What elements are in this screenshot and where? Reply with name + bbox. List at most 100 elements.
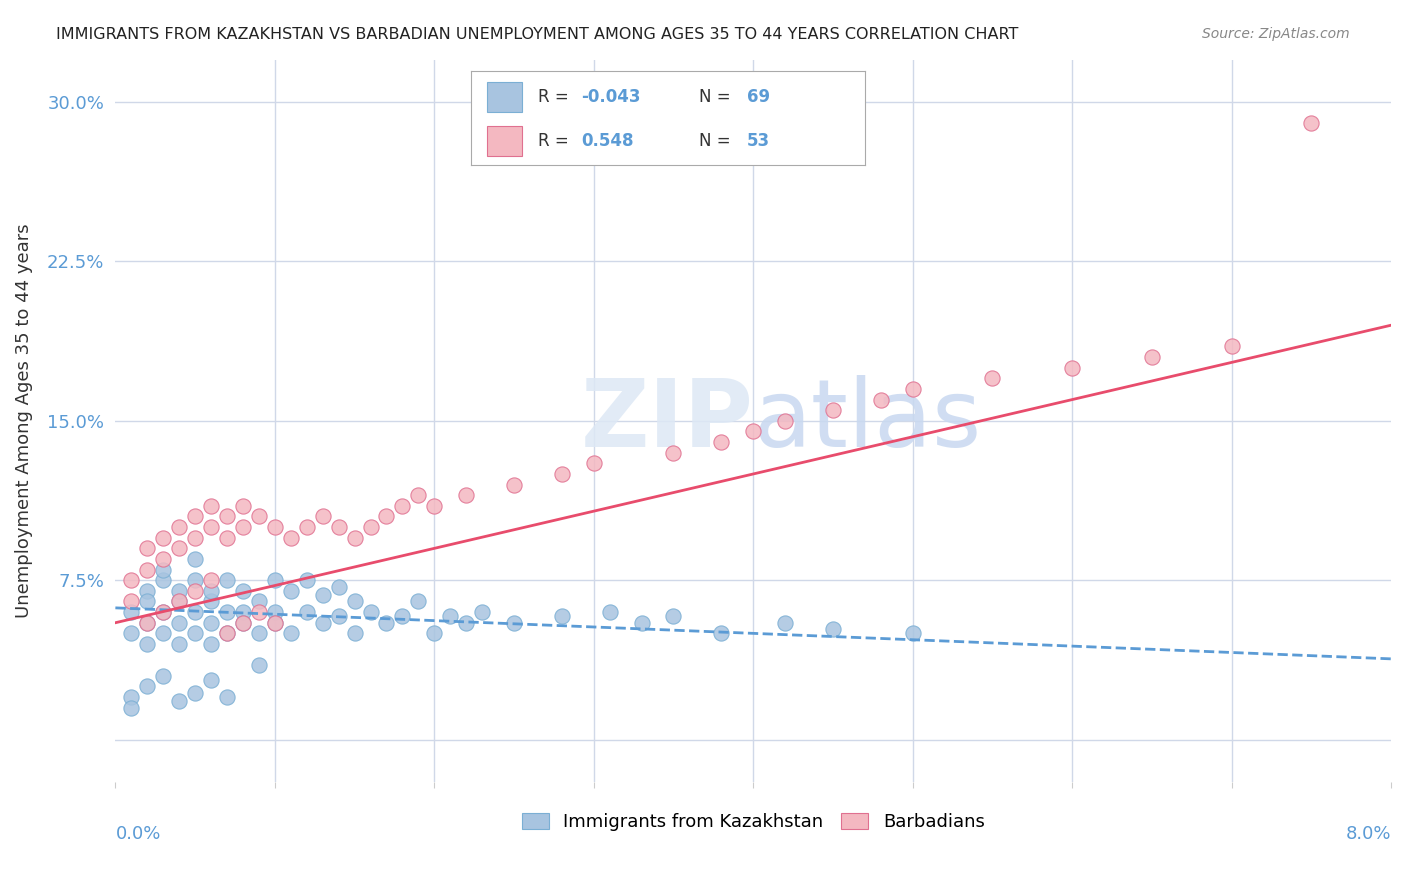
Point bbox=[901, 626, 924, 640]
Point bbox=[200, 499, 222, 513]
Point bbox=[471, 605, 494, 619]
Point bbox=[662, 609, 685, 624]
Point bbox=[582, 456, 605, 470]
Text: ZIP: ZIP bbox=[581, 375, 754, 467]
Point bbox=[551, 609, 574, 624]
Point bbox=[1062, 360, 1084, 375]
Point bbox=[215, 690, 238, 705]
Point bbox=[981, 371, 1004, 385]
Point bbox=[247, 626, 270, 640]
Point bbox=[232, 615, 254, 630]
Point bbox=[391, 499, 413, 513]
Point bbox=[551, 467, 574, 481]
Point bbox=[184, 583, 207, 598]
Point bbox=[215, 605, 238, 619]
Point bbox=[167, 615, 190, 630]
Point bbox=[120, 573, 142, 587]
Point bbox=[456, 488, 478, 502]
Point bbox=[215, 509, 238, 524]
Point bbox=[136, 615, 159, 630]
Text: N =: N = bbox=[699, 87, 737, 105]
Point bbox=[167, 520, 190, 534]
Point bbox=[408, 488, 430, 502]
Point bbox=[375, 615, 398, 630]
Point bbox=[360, 520, 382, 534]
Point bbox=[200, 583, 222, 598]
Point bbox=[328, 609, 350, 624]
Point bbox=[152, 552, 174, 566]
Point bbox=[136, 637, 159, 651]
Point bbox=[232, 499, 254, 513]
Point bbox=[503, 615, 526, 630]
Point bbox=[232, 583, 254, 598]
Point bbox=[503, 477, 526, 491]
Point bbox=[215, 626, 238, 640]
Text: Source: ZipAtlas.com: Source: ZipAtlas.com bbox=[1202, 27, 1350, 41]
Point bbox=[184, 509, 207, 524]
Point bbox=[742, 425, 765, 439]
Point bbox=[167, 583, 190, 598]
Point bbox=[247, 658, 270, 673]
Point bbox=[773, 414, 796, 428]
Point bbox=[821, 403, 844, 417]
FancyBboxPatch shape bbox=[486, 82, 522, 112]
Point bbox=[630, 615, 652, 630]
Point bbox=[215, 626, 238, 640]
Point bbox=[184, 626, 207, 640]
Point bbox=[136, 563, 159, 577]
Point bbox=[311, 615, 333, 630]
Point bbox=[120, 690, 142, 705]
Point bbox=[152, 626, 174, 640]
Text: -0.043: -0.043 bbox=[581, 87, 641, 105]
Point bbox=[200, 594, 222, 608]
Point bbox=[200, 615, 222, 630]
FancyBboxPatch shape bbox=[486, 126, 522, 156]
Point bbox=[136, 680, 159, 694]
Text: 53: 53 bbox=[747, 132, 769, 150]
Point bbox=[184, 552, 207, 566]
Point bbox=[343, 531, 366, 545]
Legend: Immigrants from Kazakhstan, Barbadians: Immigrants from Kazakhstan, Barbadians bbox=[515, 805, 993, 838]
Point bbox=[120, 605, 142, 619]
Point bbox=[200, 573, 222, 587]
Text: IMMIGRANTS FROM KAZAKHSTAN VS BARBADIAN UNEMPLOYMENT AMONG AGES 35 TO 44 YEARS C: IMMIGRANTS FROM KAZAKHSTAN VS BARBADIAN … bbox=[56, 27, 1018, 42]
Point bbox=[1140, 350, 1163, 364]
Point bbox=[295, 605, 318, 619]
Point bbox=[152, 669, 174, 683]
Text: atlas: atlas bbox=[754, 375, 981, 467]
Point bbox=[423, 499, 446, 513]
Point bbox=[343, 594, 366, 608]
Point bbox=[280, 531, 302, 545]
Point bbox=[184, 686, 207, 700]
Y-axis label: Unemployment Among Ages 35 to 44 years: Unemployment Among Ages 35 to 44 years bbox=[15, 224, 32, 618]
Point bbox=[120, 700, 142, 714]
Point bbox=[167, 541, 190, 556]
Point bbox=[152, 605, 174, 619]
Point bbox=[295, 520, 318, 534]
Point bbox=[152, 531, 174, 545]
Point bbox=[311, 588, 333, 602]
Point bbox=[328, 520, 350, 534]
Point bbox=[232, 605, 254, 619]
Text: 0.548: 0.548 bbox=[581, 132, 634, 150]
Text: N =: N = bbox=[699, 132, 737, 150]
Point bbox=[152, 563, 174, 577]
Point bbox=[263, 520, 285, 534]
Point bbox=[311, 509, 333, 524]
Point bbox=[136, 541, 159, 556]
Point bbox=[167, 594, 190, 608]
Text: R =: R = bbox=[538, 87, 574, 105]
Point bbox=[869, 392, 891, 407]
Point bbox=[439, 609, 461, 624]
Point bbox=[710, 435, 733, 450]
Point bbox=[167, 594, 190, 608]
Point bbox=[599, 605, 621, 619]
Point bbox=[184, 605, 207, 619]
Point bbox=[184, 573, 207, 587]
Point bbox=[280, 626, 302, 640]
Point bbox=[710, 626, 733, 640]
Point bbox=[247, 605, 270, 619]
Point bbox=[773, 615, 796, 630]
Point bbox=[408, 594, 430, 608]
Text: R =: R = bbox=[538, 132, 574, 150]
